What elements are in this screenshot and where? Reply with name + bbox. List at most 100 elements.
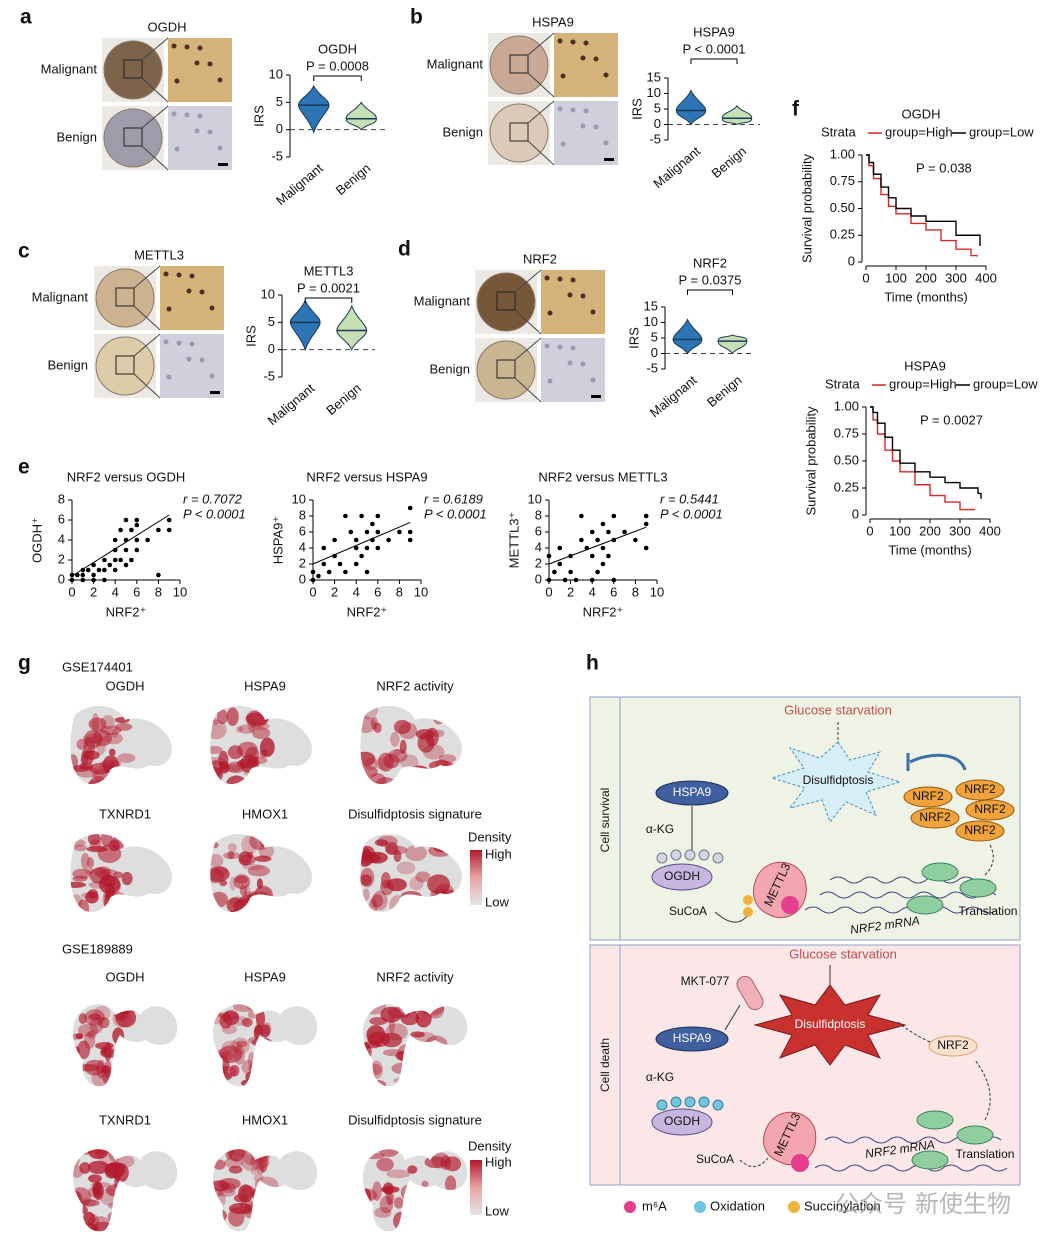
process-label: Translation: [959, 904, 1018, 918]
legend-label: Oxidation: [710, 1198, 765, 1213]
point: [562, 577, 568, 583]
density-spot: [84, 729, 103, 749]
density-spot: [374, 1207, 392, 1219]
annotation: P < 0.0001: [424, 506, 487, 521]
x-tick-label: 2: [90, 584, 97, 599]
density-spot: [261, 1024, 271, 1038]
density-spot: [220, 1182, 237, 1193]
zoom-line: [133, 305, 161, 331]
cell: [570, 345, 576, 351]
y-tick-label: 4: [58, 531, 65, 546]
zoom-line: [527, 72, 555, 98]
point: [129, 527, 134, 533]
density-spot: [95, 1150, 105, 1159]
legend-swatch: [624, 1201, 636, 1213]
ribosome: [916, 1110, 954, 1130]
y-axis-label: IRS: [243, 325, 258, 347]
density-spot: [253, 1173, 264, 1183]
cell: [580, 361, 586, 367]
density-spot: [220, 764, 243, 772]
zoom-box: [509, 54, 529, 74]
density-spot: [258, 1154, 268, 1173]
y-tick-label: 0.50: [830, 200, 855, 215]
umap-title: Disulfidptosis signature: [348, 806, 482, 821]
row-label: Malignant: [32, 289, 89, 304]
scale-bar: [591, 395, 601, 398]
density-spot: [113, 871, 123, 879]
colorbar-title: Density: [468, 1138, 512, 1153]
y-tick-label: 10: [647, 85, 661, 100]
cell: [176, 272, 182, 278]
row-label: Benign: [57, 129, 97, 144]
density-spot: [377, 1149, 400, 1157]
x-tick-label: 6: [610, 584, 617, 599]
cell: [557, 106, 563, 112]
density-spot: [97, 1017, 110, 1029]
point: [595, 569, 600, 575]
density-spot: [77, 899, 90, 913]
p-value: P = 0.038: [916, 160, 972, 175]
point: [134, 522, 140, 528]
point: [348, 529, 354, 535]
y-tick-label: 2: [58, 551, 65, 566]
umap-base: [362, 1004, 468, 1087]
density-spot: [385, 1188, 394, 1206]
density-spot: [104, 1163, 119, 1179]
violin: [289, 299, 321, 352]
density-spot: [236, 1040, 248, 1048]
y-tick-label: 0.25: [830, 227, 855, 242]
point: [326, 569, 332, 575]
density-spot: [229, 1064, 240, 1077]
star: [753, 984, 907, 1066]
x-tick-label: 4: [589, 584, 596, 599]
violin: [336, 304, 368, 351]
x-tick-label: 6: [133, 584, 140, 599]
cell: [209, 373, 215, 379]
umap-title: Disulfidptosis signature: [348, 1112, 482, 1127]
cell: [184, 44, 190, 50]
mrna: [814, 1164, 1008, 1172]
point: [606, 553, 611, 559]
watermark: 公众号: [835, 1190, 907, 1218]
legend-label: group=Low: [969, 124, 1034, 139]
p-value: P = 0.0027: [920, 412, 983, 427]
density-spot: [259, 737, 275, 757]
cell: [163, 339, 169, 345]
cell: [583, 108, 589, 114]
cell: [567, 292, 573, 298]
cell: [603, 72, 609, 78]
zoom-line: [527, 32, 555, 56]
enzyme-label: OGDH: [664, 869, 700, 883]
point: [332, 537, 337, 543]
density-spot: [88, 1174, 102, 1183]
density-spot: [256, 878, 263, 890]
protein: [965, 799, 1015, 821]
point: [375, 529, 381, 535]
density-spot: [87, 888, 99, 899]
succinyl-site: [743, 895, 753, 905]
cell: [184, 112, 190, 118]
cell: [207, 129, 213, 135]
density-spot: [87, 1186, 101, 1198]
density-spot: [396, 861, 416, 875]
y-tick-label: 8: [299, 507, 306, 522]
density-spot: [77, 1040, 91, 1060]
point: [557, 545, 563, 551]
density-spot: [75, 766, 98, 778]
x-tick-label: 100: [885, 270, 907, 285]
density-spot: [373, 722, 382, 734]
enzyme: [651, 1108, 713, 1136]
density-spot: [368, 773, 387, 785]
density-spot: [379, 1195, 394, 1214]
density-spot: [445, 1175, 457, 1194]
density-spot: [238, 851, 252, 866]
x-axis-label: Time (months): [888, 542, 971, 557]
p-value: P = 0.0008: [306, 58, 369, 73]
cell: [197, 45, 203, 51]
oxidation-sites: [656, 1096, 724, 1111]
cell: [199, 289, 205, 295]
protein-label: NRF2: [919, 810, 951, 824]
protein: [655, 1026, 729, 1052]
significance-bracket: [687, 289, 733, 295]
